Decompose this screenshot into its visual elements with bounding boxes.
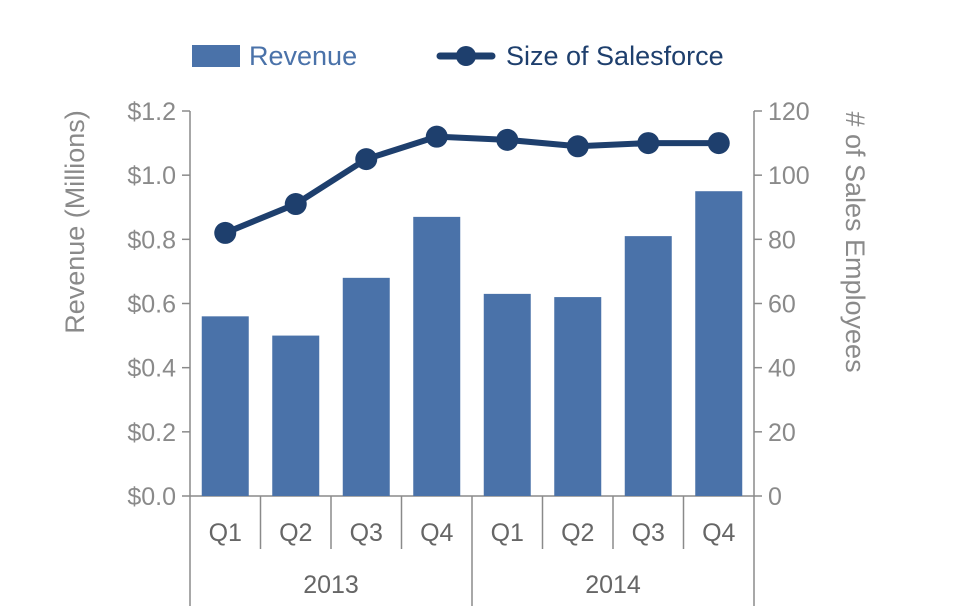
x-category-label: Q3 <box>350 519 383 547</box>
left-tick-label: $1.0 <box>127 162 176 190</box>
revenue-bar <box>342 277 390 496</box>
salesforce-point <box>566 135 589 158</box>
x-category-label: Q3 <box>632 519 665 547</box>
right-tick-label: 80 <box>768 226 796 254</box>
right-tick-label: 100 <box>768 162 810 190</box>
revenue-bar <box>554 297 602 496</box>
left-tick-label: $0.2 <box>127 419 176 447</box>
salesforce-line-series <box>214 125 730 244</box>
revenue-bar <box>695 191 743 497</box>
legend-revenue-swatch <box>192 45 240 67</box>
left-axis-title: Revenue (Millions) <box>60 110 90 334</box>
x-group-label: 2014 <box>585 571 641 599</box>
left-tick-label: $0.6 <box>127 291 176 319</box>
revenue-bar <box>483 293 531 496</box>
revenue-bar <box>272 335 320 496</box>
legend-revenue-label: Revenue <box>249 41 357 71</box>
salesforce-point <box>707 132 730 155</box>
salesforce-point <box>425 125 448 148</box>
right-axis-title: # of Sales Employees <box>840 111 870 372</box>
left-tick-label: $1.2 <box>127 98 176 126</box>
x-category-label: Q1 <box>491 519 524 547</box>
right-axis-ticks: 0 20 40 60 80 100 120 <box>754 98 810 511</box>
left-axis-ticks: $0.0 $0.2 $0.4 $0.6 $0.8 $1.0 $1.2 <box>127 98 190 511</box>
legend: Revenue Size of Salesforce <box>192 41 724 71</box>
salesforce-point <box>496 128 519 151</box>
x-category-label: Q1 <box>209 519 242 547</box>
x-category-label: Q4 <box>702 519 735 547</box>
revenue-bar <box>413 216 461 496</box>
x-axis-categories: Q1 Q2 Q3 Q4 Q1 Q2 Q3 Q4 2013 2014 <box>189 496 755 606</box>
left-tick-label: $0.8 <box>127 226 176 254</box>
left-tick-label: $0.0 <box>127 483 176 511</box>
legend-salesforce-marker <box>456 46 476 66</box>
right-tick-label: 40 <box>768 355 796 383</box>
revenue-bar <box>624 236 672 496</box>
salesforce-point <box>284 193 307 216</box>
salesforce-point <box>214 221 237 244</box>
x-category-label: Q2 <box>279 519 312 547</box>
salesforce-point <box>637 132 660 155</box>
right-tick-label: 0 <box>768 483 782 511</box>
x-category-label: Q2 <box>561 519 594 547</box>
legend-salesforce-label: Size of Salesforce <box>506 41 724 71</box>
revenue-bars <box>201 191 743 497</box>
x-group-label: 2013 <box>303 571 359 599</box>
right-tick-label: 120 <box>768 98 810 126</box>
salesforce-point <box>355 148 378 171</box>
right-tick-label: 20 <box>768 419 796 447</box>
salesforce-line <box>222 133 722 236</box>
x-category-label: Q4 <box>420 519 453 547</box>
revenue-bar <box>201 316 249 496</box>
left-tick-label: $0.4 <box>127 355 176 383</box>
right-tick-label: 60 <box>768 291 796 319</box>
